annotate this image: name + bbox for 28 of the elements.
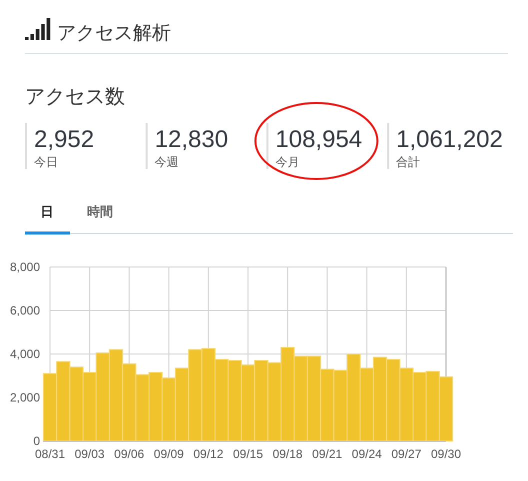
data-label: 1,061,202 <box>396 126 503 153</box>
x-tick-label: 09/15 <box>232 447 264 461</box>
x-tick-label: 09/09 <box>154 447 184 461</box>
x-tick-label: 09/18 <box>272 447 303 461</box>
y-tick-label: 6,000 <box>10 304 40 318</box>
category-label: 今日 <box>34 155 58 169</box>
y-tick-label: 2,000 <box>10 390 40 404</box>
x-tick-label: 09/30 <box>430 447 462 461</box>
x-tick-label: 09/06 <box>114 447 145 461</box>
y-tick-label: 4,000 <box>10 347 40 361</box>
data-label: 12,830 <box>154 126 228 153</box>
data-label: 108,954 <box>275 126 362 153</box>
category-label: 今週 <box>154 155 179 169</box>
y-tick-label: 0 <box>33 434 40 448</box>
category-label: 合計 <box>396 155 420 169</box>
x-tick-label: 09/24 <box>352 447 382 461</box>
text: 時間 <box>87 204 113 219</box>
text: アクセス数 <box>25 86 125 108</box>
x-tick-label: 09/03 <box>74 447 105 461</box>
text: アクセス解析 <box>57 23 171 44</box>
y-tick-label: 8,000 <box>10 260 40 274</box>
x-tick-label: 08/31 <box>34 447 66 461</box>
x-tick-label: 09/21 <box>312 447 343 461</box>
x-tick-label: 09/12 <box>193 447 224 461</box>
data-label: 2,952 <box>34 126 94 153</box>
category-label: 今月 <box>275 155 300 169</box>
x-tick-label: 09/27 <box>391 447 422 461</box>
text: 日 <box>40 204 54 219</box>
